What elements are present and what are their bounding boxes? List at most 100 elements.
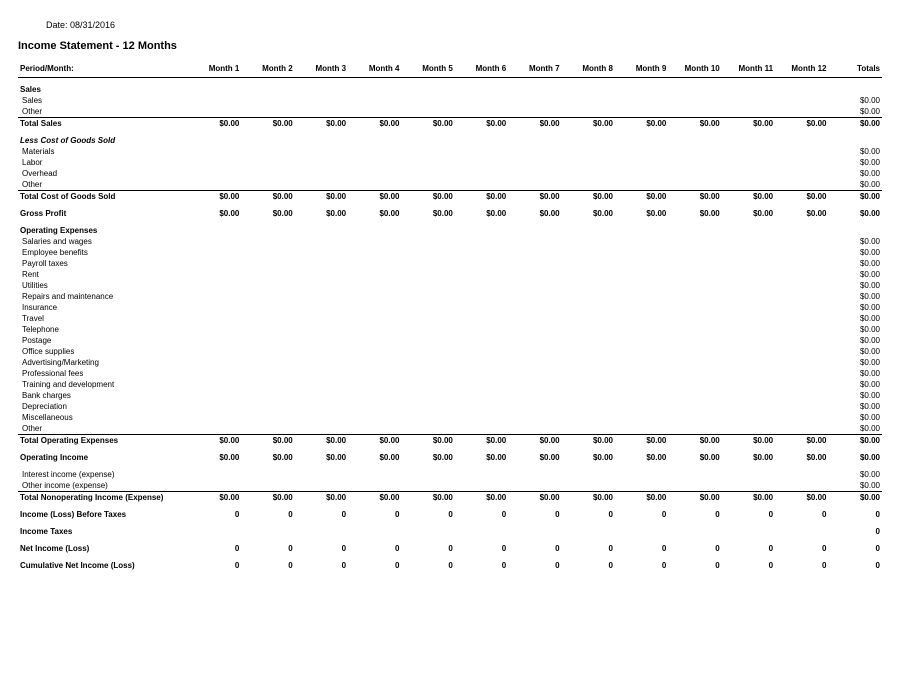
- cell: 0: [562, 509, 615, 520]
- cell: [348, 423, 401, 435]
- line-item: Other$0.00: [18, 423, 882, 435]
- cell: [241, 106, 294, 118]
- cell: [402, 335, 455, 346]
- cell: [241, 225, 294, 236]
- cell: [241, 146, 294, 157]
- cell: [402, 95, 455, 106]
- cell: [402, 146, 455, 157]
- cell: [402, 302, 455, 313]
- cell: [295, 346, 348, 357]
- totals-cell: $0.00: [829, 280, 883, 291]
- cell: $0.00: [348, 452, 401, 463]
- cell: [241, 480, 294, 492]
- cell: $0.00: [775, 208, 828, 219]
- cell: $0.00: [455, 491, 508, 503]
- cell: [188, 302, 241, 313]
- cell: [188, 412, 241, 423]
- cell: [348, 84, 401, 95]
- cell: [775, 146, 828, 157]
- cell: [402, 168, 455, 179]
- cell: [562, 302, 615, 313]
- cell: [722, 368, 775, 379]
- cell: [508, 280, 561, 291]
- cell: $0.00: [295, 117, 348, 129]
- cell: 0: [775, 543, 828, 554]
- cell: [508, 346, 561, 357]
- totals-cell: $0.00: [829, 157, 883, 168]
- row-label: Salaries and wages: [18, 236, 188, 247]
- cell: 0: [775, 560, 828, 571]
- cell: [668, 379, 721, 390]
- header-month: Month 11: [722, 62, 775, 78]
- header-month: Month 9: [615, 62, 668, 78]
- cell: $0.00: [722, 208, 775, 219]
- cell: [562, 280, 615, 291]
- cell: [295, 302, 348, 313]
- cell: $0.00: [188, 190, 241, 202]
- income-before-tax-row: Income (Loss) Before Taxes0000000000000: [18, 509, 882, 520]
- cell: $0.00: [508, 452, 561, 463]
- cell: [295, 168, 348, 179]
- row-label: Payroll taxes: [18, 258, 188, 269]
- cell: [295, 368, 348, 379]
- cell: [775, 280, 828, 291]
- cell: [402, 84, 455, 95]
- cell: [295, 335, 348, 346]
- cell: [508, 526, 561, 537]
- cell: $0.00: [188, 452, 241, 463]
- cell: [668, 179, 721, 191]
- cell: $0.00: [295, 434, 348, 446]
- totals-cell: $0.00: [829, 335, 883, 346]
- cell: [508, 357, 561, 368]
- cell: [455, 135, 508, 146]
- cell: [348, 247, 401, 258]
- cell: [348, 526, 401, 537]
- cell: [562, 247, 615, 258]
- cell: 0: [402, 560, 455, 571]
- totals-cell: 0: [829, 543, 883, 554]
- line-item: Labor$0.00: [18, 157, 882, 168]
- cell: [775, 379, 828, 390]
- cell: [615, 469, 668, 480]
- cell: 0: [508, 543, 561, 554]
- cell: [668, 135, 721, 146]
- cell: [668, 423, 721, 435]
- cell: [562, 480, 615, 492]
- cell: [562, 168, 615, 179]
- line-item: Professional fees$0.00: [18, 368, 882, 379]
- cell: [455, 401, 508, 412]
- row-label: Professional fees: [18, 368, 188, 379]
- totals-cell: $0.00: [829, 480, 883, 492]
- totals-cell: [829, 225, 883, 236]
- cell: 0: [508, 509, 561, 520]
- cell: [775, 423, 828, 435]
- header-month: Month 7: [508, 62, 561, 78]
- cell: [348, 106, 401, 118]
- cell: [722, 302, 775, 313]
- totals-cell: $0.00: [829, 302, 883, 313]
- cell: [615, 412, 668, 423]
- cell: [615, 423, 668, 435]
- cell: [241, 469, 294, 480]
- cell: [455, 179, 508, 191]
- cell: [348, 313, 401, 324]
- cell: [295, 95, 348, 106]
- cell: [455, 335, 508, 346]
- row-label: Operating Expenses: [18, 225, 188, 236]
- cell: [775, 412, 828, 423]
- cell: [775, 247, 828, 258]
- cell: [775, 313, 828, 324]
- cell: $0.00: [722, 452, 775, 463]
- cell: [722, 179, 775, 191]
- cell: $0.00: [241, 190, 294, 202]
- cell: [241, 247, 294, 258]
- row-label: Total Operating Expenses: [18, 434, 188, 446]
- total-cogs-row: Total Cost of Goods Sold$0.00$0.00$0.00$…: [18, 190, 882, 202]
- cell: [775, 526, 828, 537]
- cell: [241, 168, 294, 179]
- cell: $0.00: [295, 491, 348, 503]
- cell: [562, 379, 615, 390]
- cell: $0.00: [455, 208, 508, 219]
- income-taxes-row: Income Taxes0: [18, 526, 882, 537]
- cell: [508, 480, 561, 492]
